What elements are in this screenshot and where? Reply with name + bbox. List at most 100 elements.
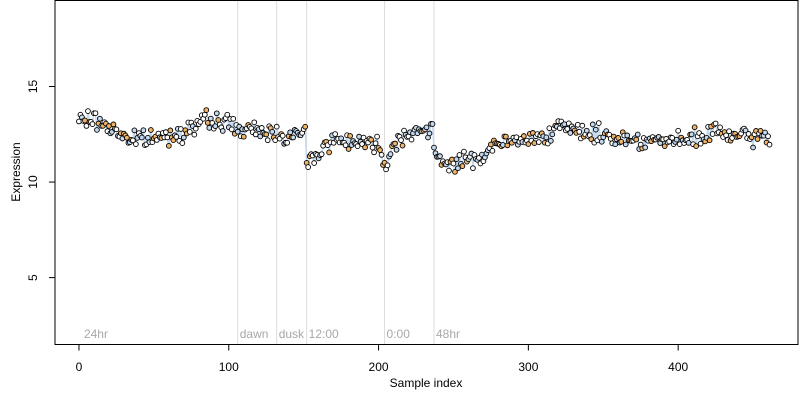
y-axis-title: Expression: [9, 142, 23, 201]
data-point: [642, 144, 649, 151]
data-point: [461, 148, 467, 155]
data-point: [408, 136, 415, 143]
data-point: [215, 117, 222, 123]
data-point: [697, 140, 704, 147]
data-point: [693, 143, 699, 149]
data-point: [180, 134, 187, 141]
data-point: [369, 144, 376, 151]
phase-label: 0:00: [387, 327, 411, 341]
data-point: [579, 122, 586, 129]
data-point: [372, 140, 379, 147]
data-point: [167, 127, 174, 134]
data-point: [326, 149, 332, 156]
data-point: [302, 123, 309, 130]
x-tick-label: 300: [518, 360, 538, 374]
data-point: [173, 133, 180, 140]
data-point: [290, 134, 297, 141]
data-point: [97, 115, 103, 122]
data-point: [311, 160, 318, 166]
data-point: [634, 131, 641, 138]
data-point: [766, 141, 773, 148]
data-point: [342, 142, 349, 149]
data-point: [203, 107, 210, 113]
data-point: [139, 134, 145, 141]
data-point: [94, 127, 100, 133]
data-point: [186, 129, 193, 135]
data-point: [374, 133, 380, 140]
data-point: [543, 134, 550, 141]
data-point: [446, 167, 452, 174]
data-points: [76, 107, 773, 175]
data-point: [489, 147, 496, 154]
data-point: [83, 123, 90, 129]
data-point: [332, 131, 338, 137]
x-tick-label: 100: [219, 360, 239, 374]
data-point: [213, 110, 220, 117]
y-tick-label: 10: [26, 175, 40, 189]
data-point: [279, 132, 286, 139]
data-point: [192, 125, 199, 132]
data-point: [675, 127, 682, 134]
data-point: [140, 127, 147, 134]
data-point: [750, 144, 756, 151]
data-point: [576, 128, 583, 135]
data-point: [431, 144, 437, 151]
data-point: [201, 111, 208, 118]
data-point: [589, 121, 596, 128]
data-point: [531, 140, 538, 146]
data-point: [574, 121, 581, 128]
y-tick-label: 15: [26, 80, 40, 94]
data-point: [592, 126, 599, 133]
data-point: [598, 138, 605, 145]
phase-label: dawn: [240, 327, 269, 341]
x-tick-label: 400: [668, 360, 688, 374]
data-point: [503, 133, 509, 140]
data-point: [426, 130, 433, 137]
phase-label: dusk: [279, 327, 305, 341]
data-point: [521, 133, 527, 139]
data-point: [561, 121, 568, 128]
data-point: [384, 162, 391, 169]
data-point: [263, 131, 270, 138]
data-point: [347, 133, 353, 139]
data-point: [423, 124, 430, 131]
data-point: [450, 160, 457, 167]
phase-lines: [237, 0, 435, 345]
data-point: [234, 128, 241, 135]
data-point: [206, 124, 213, 131]
data-point: [452, 168, 458, 175]
x-axis-title: Sample index: [390, 376, 463, 390]
data-point: [535, 139, 542, 145]
data-point: [633, 136, 640, 143]
data-point: [624, 132, 631, 139]
data-point: [230, 115, 237, 122]
data-point: [287, 129, 294, 136]
data-point: [113, 126, 120, 133]
data-point: [398, 137, 404, 143]
data-point: [133, 141, 139, 147]
x-axis: 0 100 200 300 400: [76, 344, 688, 374]
data-point: [252, 131, 259, 138]
data-point: [224, 111, 231, 118]
data-point: [131, 127, 138, 134]
plot-frame: [54, 0, 799, 345]
data-point: [673, 136, 680, 143]
data-point: [549, 131, 556, 138]
data-point: [362, 144, 368, 151]
data-point: [305, 164, 312, 170]
phase-label: 12:00: [309, 327, 339, 341]
data-point: [583, 127, 590, 134]
data-point: [712, 120, 719, 127]
data-point: [742, 127, 749, 134]
data-point: [455, 165, 461, 172]
x-tick-label: 0: [76, 360, 83, 374]
data-point: [273, 123, 280, 130]
data-point: [219, 128, 226, 134]
data-point: [354, 143, 361, 150]
data-point: [368, 136, 374, 143]
data-point: [588, 136, 595, 143]
data-point: [166, 142, 172, 149]
data-point: [356, 133, 362, 140]
data-point: [691, 124, 698, 131]
